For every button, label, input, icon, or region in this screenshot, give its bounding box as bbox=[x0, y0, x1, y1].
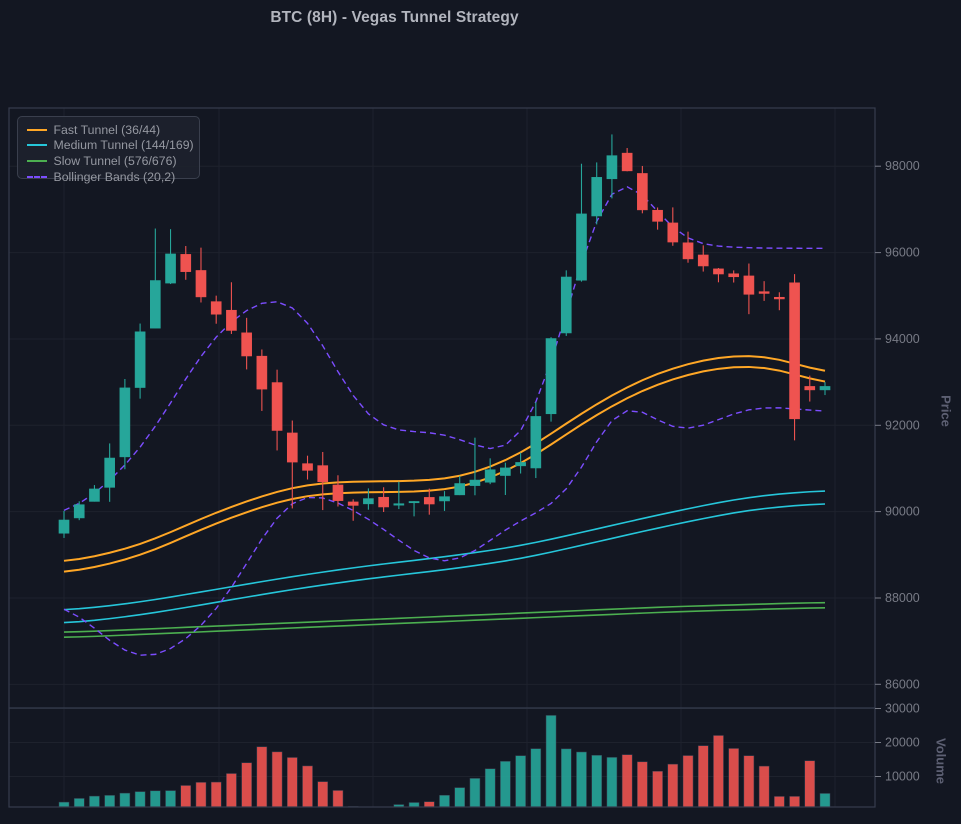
svg-text:98000: 98000 bbox=[885, 159, 920, 173]
svg-text:30000: 30000 bbox=[885, 702, 920, 716]
svg-text:92000: 92000 bbox=[885, 418, 920, 432]
svg-text:90000: 90000 bbox=[885, 505, 920, 519]
svg-text:88000: 88000 bbox=[885, 591, 920, 605]
svg-text:94000: 94000 bbox=[885, 332, 920, 346]
svg-text:10000: 10000 bbox=[885, 770, 920, 784]
svg-text:20000: 20000 bbox=[885, 736, 920, 750]
svg-text:96000: 96000 bbox=[885, 246, 920, 260]
svg-text:86000: 86000 bbox=[885, 677, 920, 691]
